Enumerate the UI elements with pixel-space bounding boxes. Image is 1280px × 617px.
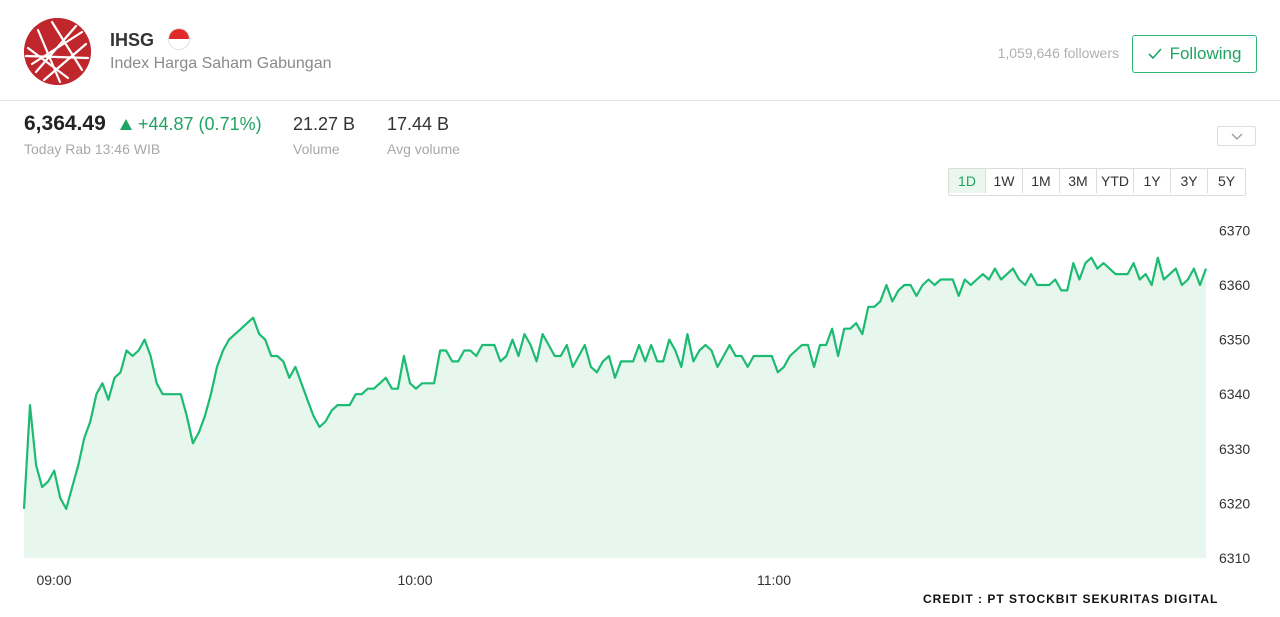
y-tick-label: 6340 [1219, 386, 1250, 402]
range-button-3y[interactable]: 3Y [1171, 169, 1208, 193]
stock-header: IHSG Index Harga Saham Gabungan 1,059,64… [0, 0, 1280, 101]
y-tick-label: 6310 [1219, 550, 1250, 566]
indonesia-flag-icon [168, 28, 190, 50]
range-button-1w[interactable]: 1W [986, 169, 1023, 193]
y-tick-label: 6360 [1219, 277, 1250, 293]
range-button-1y[interactable]: 1Y [1134, 169, 1171, 193]
ihsg-logo [24, 18, 91, 85]
ticker-symbol: IHSG [110, 30, 155, 50]
volume-label: Volume [293, 141, 340, 157]
chevron-down-icon [1231, 133, 1242, 140]
y-tick-label: 6330 [1219, 441, 1250, 457]
y-tick-label: 6350 [1219, 332, 1250, 348]
collapse-button[interactable] [1217, 126, 1256, 146]
quote-timestamp: Today Rab 13:46 WIB [24, 141, 161, 157]
company-name: Index Harga Saham Gabungan [110, 55, 332, 72]
x-tick-label: 10:00 [397, 572, 432, 588]
y-tick-label: 6370 [1219, 222, 1250, 238]
avg-volume-value: 17.44 B [387, 114, 450, 134]
range-button-5y[interactable]: 5Y [1208, 169, 1245, 193]
following-button-label: Following [1169, 44, 1242, 63]
check-icon [1148, 48, 1162, 60]
range-button-1m[interactable]: 1M [1023, 169, 1060, 193]
range-selector: 1D 1W 1M 3M YTD 1Y 3Y 5Y [948, 168, 1246, 196]
credit-text: CREDIT : PT STOCKBIT SEKURITAS DIGITAL [923, 592, 1219, 606]
price-area-fill [24, 257, 1206, 558]
price-line [22, 256, 1208, 510]
current-price: 6,364.49 [24, 112, 106, 135]
avg-volume-label: Avg volume [387, 141, 460, 157]
y-tick-label: 6320 [1219, 495, 1250, 511]
range-button-1d[interactable]: 1D [949, 169, 986, 193]
price-chart: 6310 6320 6330 6340 6350 6360 6370 09:00 10:00 11… [22, 222, 1250, 588]
volume-value: 21.27 B [293, 114, 356, 134]
range-button-ytd[interactable]: YTD [1097, 169, 1134, 193]
price-change-value: +44.87 (0.71%) [138, 114, 262, 134]
price-change: +44.87 (0.71%) [120, 114, 262, 135]
triangle-up-icon [120, 119, 132, 130]
x-tick-label: 11:00 [757, 572, 791, 588]
following-button[interactable]: Following [1132, 35, 1257, 73]
range-button-3m[interactable]: 3M [1060, 169, 1097, 193]
followers-count: 1,059,646 followers [997, 45, 1119, 61]
x-tick-label: 09:00 [36, 572, 71, 588]
